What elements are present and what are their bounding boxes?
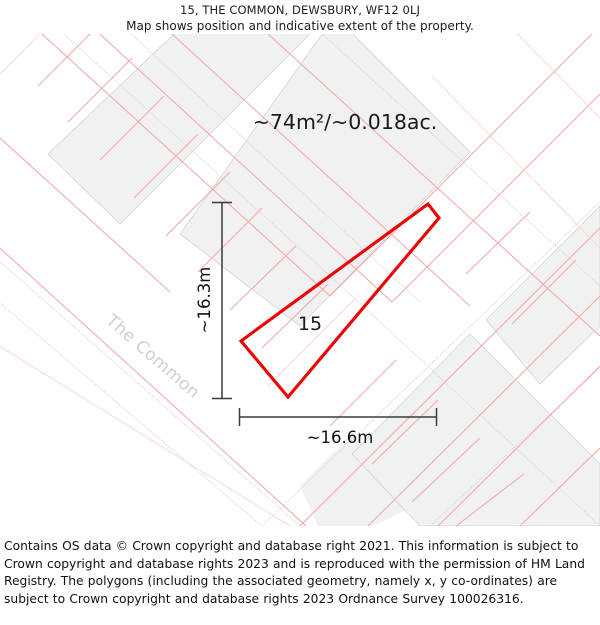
building-outlines <box>47 34 600 526</box>
property-plot-outline[interactable] <box>238 201 441 400</box>
width-dimension <box>238 408 438 426</box>
parcel-boundaries <box>0 34 600 526</box>
copyright-notice: Contains OS data © Crown copyright and d… <box>4 539 585 606</box>
page-subtitle: Map shows position and indicative extent… <box>126 19 474 33</box>
map-footer: Contains OS data © Crown copyright and d… <box>0 536 600 608</box>
parcel-boundaries-faint <box>0 34 600 526</box>
map-canvas[interactable]: The Common 15 ~74m²/~0.018ac. ~16.3m ~16… <box>0 34 600 526</box>
page-title: 15, THE COMMON, DEWSBURY, WF12 0LJ <box>180 3 420 17</box>
building-fills <box>48 34 600 526</box>
width-dimension-label: ~16.6m <box>307 428 374 447</box>
height-dimension <box>212 201 232 400</box>
property-map[interactable]: The Common 15 ~74m²/~0.018ac. ~16.3m ~16… <box>0 34 600 526</box>
plot-number-label: 15 <box>298 313 322 335</box>
parcel-cross-ties <box>37 34 577 526</box>
area-label: ~74m²/~0.018ac. <box>253 110 438 134</box>
map-title-block: 15, THE COMMON, DEWSBURY, WF12 0LJ Map s… <box>0 0 600 34</box>
height-dimension-label: ~16.3m <box>195 267 214 334</box>
